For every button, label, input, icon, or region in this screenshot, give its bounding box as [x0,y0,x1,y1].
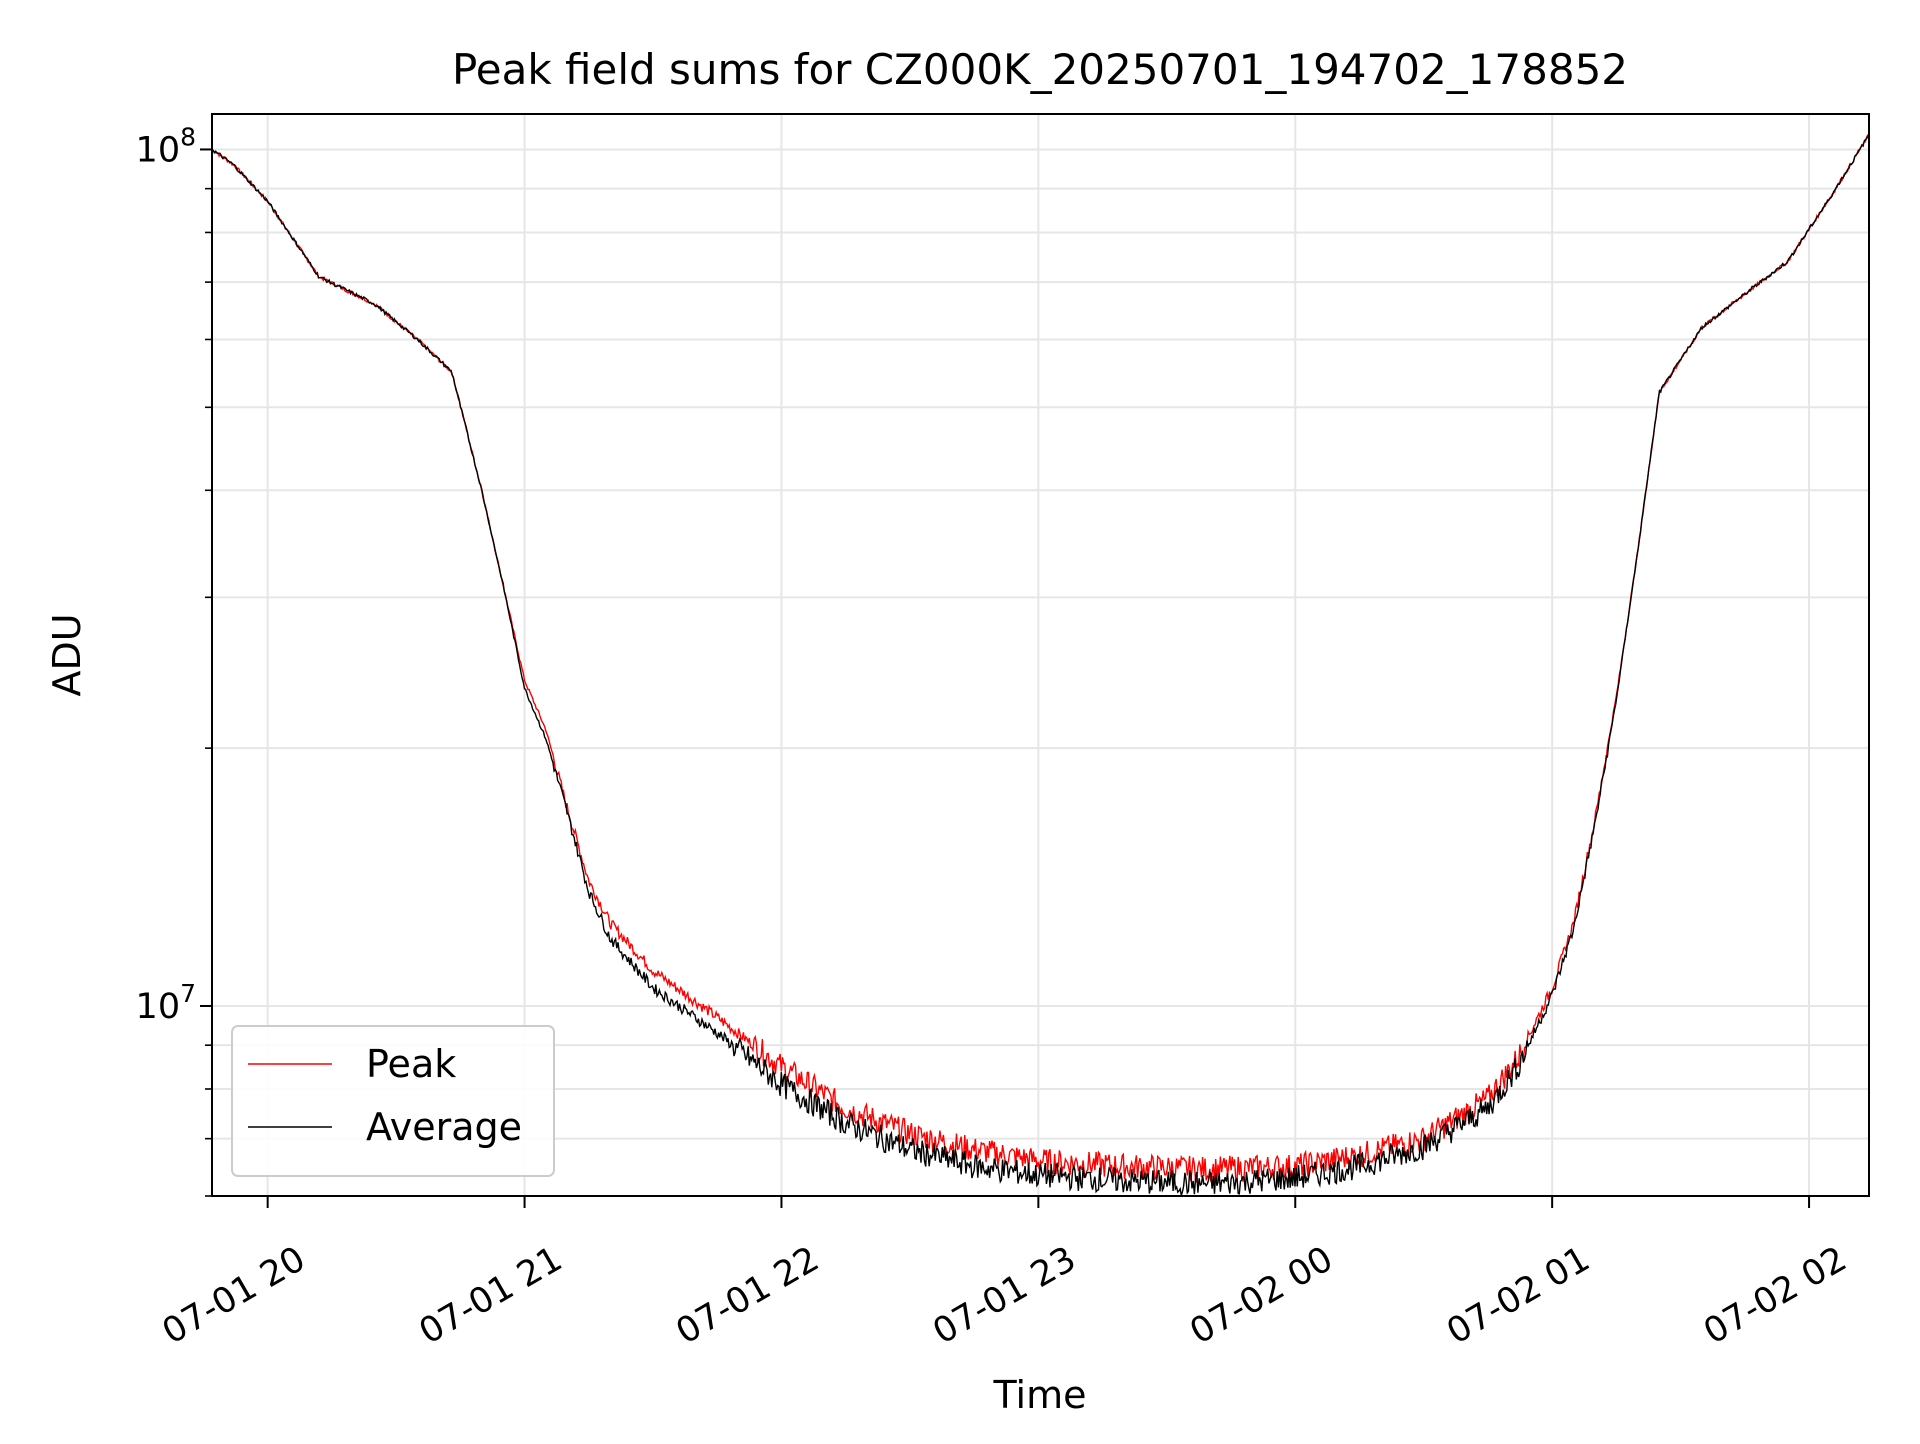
grid [212,114,1869,1197]
chart-title: Peak field sums for CZ000K_20250701_1947… [452,45,1628,94]
y-tick-label: 108 [136,122,196,170]
legend: Peak Average [231,1025,555,1177]
y-axis-label: ADU [45,613,89,696]
x-axis-label: Time [993,1373,1087,1417]
y-tick-label: 107 [136,979,196,1027]
y-axis: 107 108 [136,122,212,1197]
series-line-average [212,134,1870,1196]
legend-label: Peak [366,1042,456,1086]
plot-series [211,134,1870,1196]
plot-frame [211,113,1870,1197]
legend-label: Average [366,1105,522,1149]
